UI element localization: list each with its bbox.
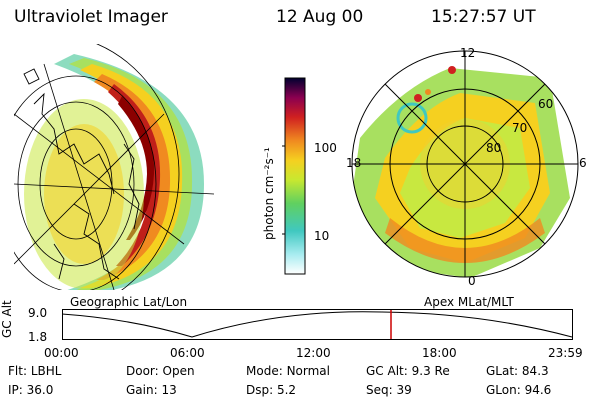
info-seq: Seq: 39 — [366, 383, 412, 397]
info-door: Door: Open — [126, 364, 195, 378]
altitude-tick-low: 1.8 — [28, 330, 48, 344]
colorbar-tick-100: 100 — [314, 141, 337, 155]
altitude-axis-label: GC Alt — [0, 300, 14, 338]
info-glat: GLat: 84.3 — [486, 364, 549, 378]
altitude-tick-high: 9.0 — [28, 306, 48, 320]
info-dsp: Dsp: 5.2 — [246, 383, 297, 397]
time-tick-2359: 23:59 — [548, 346, 583, 360]
mlt-label-0: 0 — [468, 274, 476, 288]
time-tick-0000: 00:00 — [44, 346, 79, 360]
time-tick-0600: 06:00 — [170, 346, 205, 360]
colorbar — [282, 77, 306, 275]
polar-plot — [351, 50, 579, 278]
left-panel-label: Geographic Lat/Lon — [70, 295, 188, 309]
mlt-label-12: 12 — [460, 46, 476, 60]
lat-label-60: 60 — [538, 97, 554, 111]
colorbar-tick-10: 10 — [314, 229, 330, 243]
info-gc-alt: GC Alt: 9.3 Re — [366, 364, 450, 378]
time-tick-1200: 12:00 — [296, 346, 331, 360]
instrument-title: Ultraviolet Imager — [14, 7, 168, 27]
info-filter: Flt: LBHL — [8, 364, 62, 378]
observation-time: 15:27:57 UT — [431, 7, 536, 27]
info-glon: GLon: 94.6 — [486, 383, 552, 397]
geographic-image — [14, 44, 214, 290]
colorbar-unit-label: photon cm⁻²s⁻¹ — [262, 147, 276, 240]
mlt-label-6: 6 — [579, 156, 587, 170]
altitude-plot — [62, 309, 573, 340]
observation-date: 12 Aug 00 — [276, 7, 364, 27]
lat-label-80: 80 — [486, 141, 502, 155]
info-mode: Mode: Normal — [246, 364, 330, 378]
mlt-label-18: 18 — [346, 156, 362, 170]
time-tick-1800: 18:00 — [422, 346, 457, 360]
lat-label-70: 70 — [512, 121, 528, 135]
right-panel-label: Apex MLat/MLT — [424, 295, 514, 309]
info-gain: Gain: 13 — [126, 383, 177, 397]
info-ip: IP: 36.0 — [8, 383, 54, 397]
